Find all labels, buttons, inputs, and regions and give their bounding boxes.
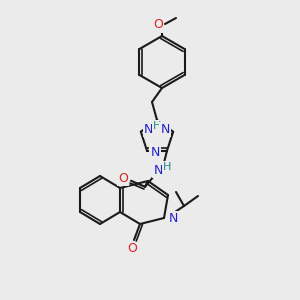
Text: H: H <box>163 162 171 172</box>
Text: N: N <box>168 212 178 224</box>
Text: O: O <box>127 242 137 256</box>
Text: H: H <box>153 121 161 131</box>
Text: O: O <box>118 172 128 185</box>
Text: N: N <box>150 146 160 159</box>
Text: O: O <box>153 19 163 32</box>
Text: N: N <box>160 123 170 136</box>
Text: N: N <box>153 164 163 177</box>
Text: N: N <box>144 123 154 136</box>
